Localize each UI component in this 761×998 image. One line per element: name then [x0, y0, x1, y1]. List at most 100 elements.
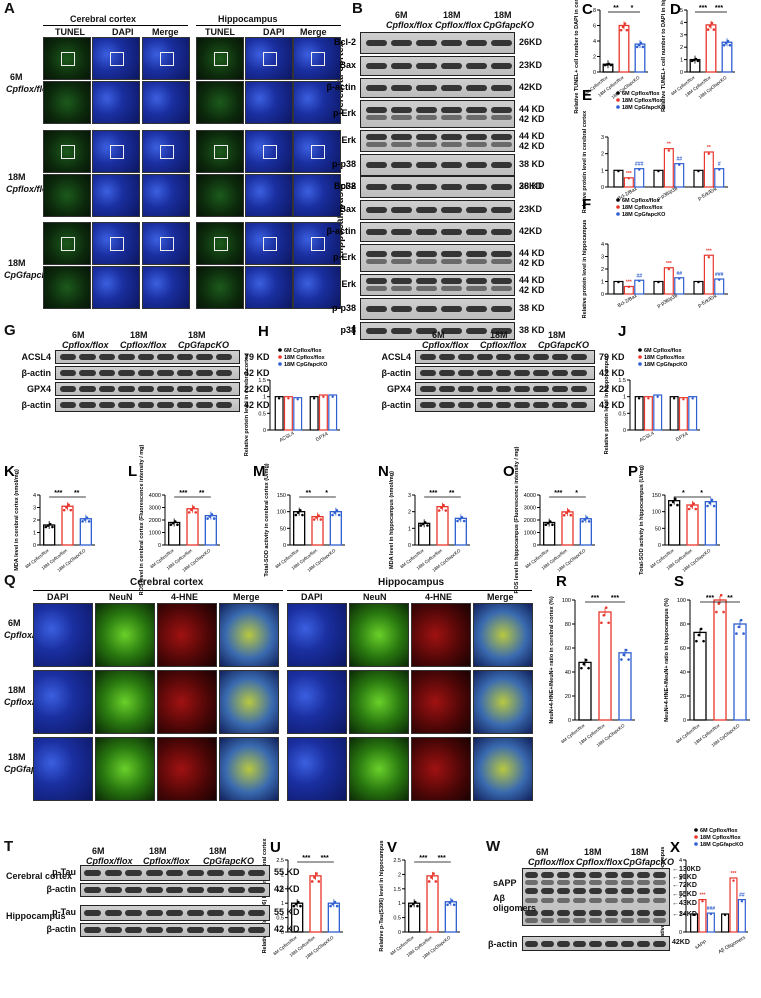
band — [145, 870, 163, 876]
band — [215, 370, 232, 376]
molecular-weight-label: 42 KD — [244, 400, 270, 410]
data-point — [678, 277, 681, 280]
divider — [196, 25, 341, 26]
y-axis-label: MDA level in hippocampus (nmol/mg) — [389, 471, 395, 569]
data-point — [706, 504, 709, 508]
bar — [293, 397, 303, 431]
legend-item: 6M Cpflox/flox — [622, 198, 661, 204]
data-point — [701, 900, 704, 903]
bar — [733, 623, 747, 721]
band — [525, 918, 538, 923]
micrograph-tile — [349, 603, 409, 667]
band — [166, 927, 183, 933]
band — [60, 386, 77, 392]
y-tick-label: 3 — [601, 255, 604, 261]
y-tick-label: 150 — [277, 493, 286, 499]
lane-label: CpGfapcKO — [538, 340, 590, 350]
legend-item: 6M Cpflox/flox — [622, 91, 661, 97]
data-point — [292, 904, 296, 908]
blot-row-label: β-actin — [381, 400, 412, 410]
significance-marker: ## — [636, 273, 642, 279]
y-axis-label: ROS level in cerebral cortex (Fluorescen… — [139, 444, 145, 595]
molecular-weight-label: 44 KD 42 KD — [519, 131, 545, 151]
micrograph-tile — [157, 670, 217, 734]
band — [166, 887, 183, 893]
band — [157, 370, 174, 376]
band — [60, 402, 77, 408]
band — [491, 162, 512, 168]
data-point — [707, 152, 711, 155]
data-point — [210, 513, 214, 516]
y-axis-label: Relative protein level in hippocampus — [582, 220, 588, 319]
y-tick-label: 1 — [263, 395, 266, 401]
legend-item: 18M CpGfapcKO — [644, 362, 688, 368]
data-point — [699, 627, 703, 631]
band — [391, 251, 412, 257]
significance-marker: *** — [554, 490, 562, 497]
molecular-weight-label: 42KD — [519, 82, 543, 92]
band — [441, 40, 462, 46]
band — [391, 107, 412, 113]
micrograph-tile — [157, 603, 217, 667]
data-point — [411, 902, 415, 906]
data-point — [638, 168, 641, 171]
row-label-genotype: Cpflox/flox — [4, 630, 51, 640]
significance-marker: *** — [699, 5, 707, 12]
bar — [713, 599, 727, 721]
band — [457, 370, 474, 376]
data-point — [67, 503, 70, 507]
data-point — [567, 509, 570, 512]
legend-item: 18M Cpflox/flox — [700, 835, 742, 841]
band — [104, 887, 122, 893]
band — [137, 370, 155, 376]
micrograph-tile — [43, 222, 91, 265]
data-point — [426, 524, 429, 527]
row-label-genotype: Cpflox/flox — [6, 84, 53, 94]
band — [391, 85, 412, 91]
band — [637, 872, 650, 878]
data-point — [310, 880, 314, 883]
micrograph-tile — [411, 737, 471, 801]
lane-label: 6M — [432, 330, 445, 340]
lane-label: Cpflox/flox — [86, 856, 133, 866]
lane-label: CpGfapcKO — [203, 856, 255, 866]
molecular-weight-label: 55 KD — [274, 867, 300, 877]
y-tick-label: 4000 — [149, 493, 161, 499]
data-point — [296, 900, 300, 904]
data-point — [604, 606, 608, 609]
y-tick-label: 0 — [601, 292, 604, 298]
band — [476, 386, 493, 392]
data-point — [315, 872, 318, 875]
band — [215, 354, 232, 360]
data-point — [638, 279, 641, 283]
channel-label: Merge — [233, 592, 260, 602]
molecular-weight-label: 44 KD 42 KD — [519, 275, 545, 295]
micrograph-tile — [92, 81, 140, 124]
band — [416, 115, 437, 120]
band — [466, 63, 487, 69]
band — [653, 910, 666, 916]
band — [420, 370, 436, 376]
band — [589, 880, 602, 885]
panel-label-j: J — [618, 323, 626, 340]
data-point — [331, 395, 334, 398]
y-tick-label: 0 — [33, 543, 36, 549]
channel-label: DAPI — [263, 27, 285, 37]
row-label-genotype: CpGfapcKO — [4, 270, 56, 280]
band — [637, 898, 650, 903]
legend-marker — [278, 362, 282, 366]
y-tick-label: 50 — [655, 526, 661, 532]
band — [457, 386, 474, 392]
blot-row-label: β-actin — [21, 400, 52, 410]
significance-marker: *** — [591, 595, 599, 602]
band — [637, 888, 650, 894]
blot-row-label: ACSL4 — [381, 352, 411, 362]
data-point — [83, 518, 87, 521]
data-point — [732, 879, 735, 882]
significance-marker: * — [631, 5, 634, 12]
lane-label: 18M — [490, 330, 508, 340]
band — [621, 910, 634, 916]
significance-marker: *** — [731, 871, 737, 877]
band — [118, 386, 135, 392]
data-point — [694, 507, 698, 511]
